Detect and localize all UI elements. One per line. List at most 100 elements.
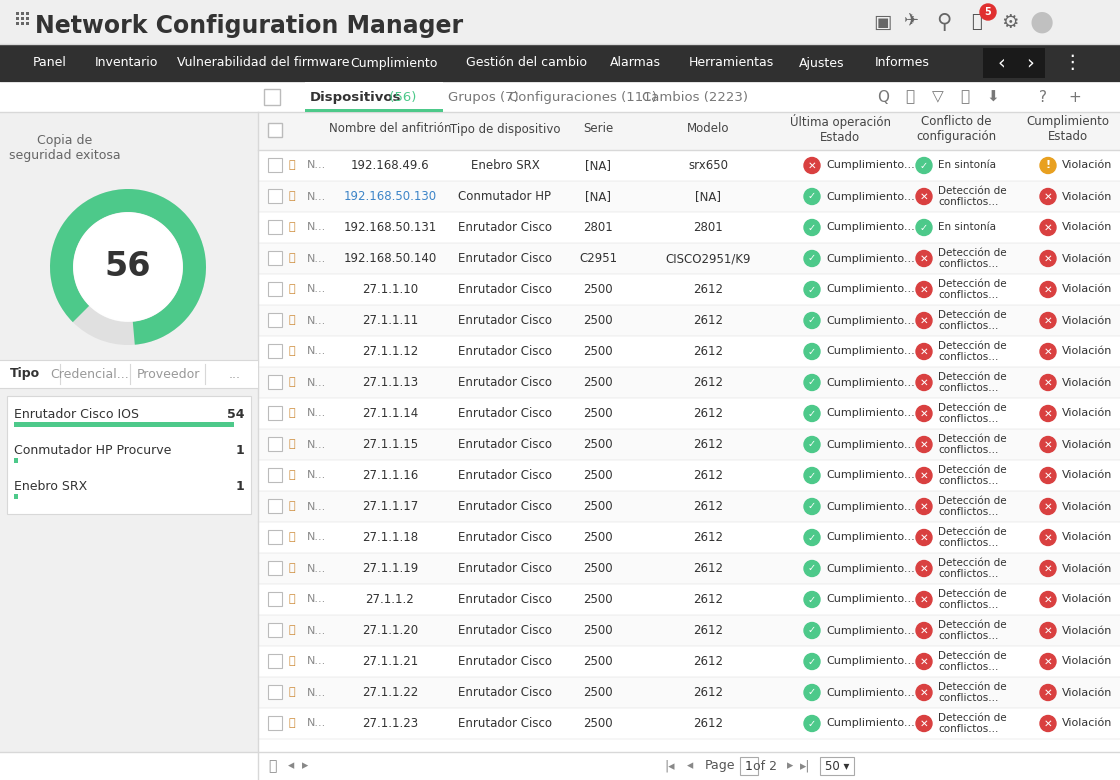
Text: 27.1.1.2: 27.1.1.2 — [365, 593, 414, 606]
Text: Violación: Violación — [1062, 285, 1112, 295]
Text: 2500: 2500 — [584, 624, 613, 637]
Bar — [258, 305, 1120, 336]
Text: N...: N... — [307, 594, 326, 604]
Text: Violación: Violación — [1062, 533, 1112, 543]
Text: ✕: ✕ — [920, 346, 928, 356]
Text: Conflicto de
configuración: Conflicto de configuración — [916, 115, 996, 143]
Text: ✕: ✕ — [1044, 254, 1053, 264]
Text: 🖥: 🖥 — [289, 626, 296, 636]
Text: !: ! — [1045, 161, 1051, 171]
Bar — [21, 17, 24, 20]
Text: 56: 56 — [105, 250, 151, 283]
Text: 2500: 2500 — [584, 562, 613, 575]
Circle shape — [916, 406, 932, 421]
Text: 📄: 📄 — [905, 90, 915, 105]
Text: ✕: ✕ — [920, 533, 928, 543]
Text: 2500: 2500 — [584, 345, 613, 358]
Bar — [258, 150, 1120, 181]
Text: 192.168.50.130: 192.168.50.130 — [344, 190, 437, 203]
Bar — [0, 360, 258, 388]
Text: N...: N... — [307, 470, 326, 480]
Text: Detección de
conflictos...: Detección de conflictos... — [939, 402, 1007, 424]
Text: Detección de
conflictos...: Detección de conflictos... — [939, 619, 1007, 641]
Text: ✕: ✕ — [920, 285, 928, 295]
Circle shape — [1040, 654, 1056, 669]
Text: Detección de
conflictos...: Detección de conflictos... — [939, 682, 1007, 704]
Text: Enebro SRX: Enebro SRX — [470, 159, 540, 172]
Text: Detección de
conflictos...: Detección de conflictos... — [939, 526, 1007, 548]
Bar — [13, 458, 18, 463]
Text: 🖥: 🖥 — [289, 502, 296, 512]
Circle shape — [916, 467, 932, 484]
Text: N...: N... — [307, 626, 326, 636]
Text: 2612: 2612 — [693, 407, 724, 420]
Bar — [268, 654, 282, 668]
Text: 1: 1 — [235, 480, 244, 492]
Text: Enrutador Cisco: Enrutador Cisco — [458, 283, 552, 296]
Text: 27.1.1.10: 27.1.1.10 — [362, 283, 418, 296]
Text: Cumplimiento...: Cumplimiento... — [825, 470, 915, 480]
Text: Cumplimiento...: Cumplimiento... — [825, 378, 915, 388]
Circle shape — [804, 313, 820, 328]
Text: 2612: 2612 — [693, 593, 724, 606]
Text: Enrutador Cisco: Enrutador Cisco — [458, 562, 552, 575]
Text: 2500: 2500 — [584, 500, 613, 513]
Text: Enrutador Cisco: Enrutador Cisco — [458, 345, 552, 358]
Circle shape — [804, 406, 820, 421]
Text: 🖥: 🖥 — [289, 718, 296, 729]
Text: Cumplimiento...: Cumplimiento... — [825, 657, 915, 666]
Text: Detección de
conflictos...: Detección de conflictos... — [939, 589, 1007, 610]
Circle shape — [916, 343, 932, 360]
Text: 🖥: 🖥 — [289, 161, 296, 171]
Text: 🖥: 🖥 — [289, 594, 296, 604]
Text: 192.168.49.6: 192.168.49.6 — [351, 159, 429, 172]
Circle shape — [1040, 219, 1056, 236]
Circle shape — [1040, 591, 1056, 608]
Text: [NA]: [NA] — [696, 190, 721, 203]
Bar — [26, 17, 29, 20]
Text: Nombre del anfitrión: Nombre del anfitrión — [329, 122, 451, 136]
Text: ✈: ✈ — [905, 13, 920, 31]
Bar — [268, 123, 282, 137]
Text: ...: ... — [228, 367, 241, 381]
Text: Cambios (2223): Cambios (2223) — [643, 90, 748, 104]
Bar — [268, 561, 282, 575]
Text: Detección de
conflictos...: Detección de conflictos... — [939, 465, 1007, 486]
Text: 1: 1 — [235, 444, 244, 456]
Text: 🖥: 🖥 — [289, 346, 296, 356]
Text: CISCO2951/K9: CISCO2951/K9 — [665, 252, 750, 265]
Text: 27.1.1.12: 27.1.1.12 — [362, 345, 418, 358]
Text: N...: N... — [307, 563, 326, 573]
Bar — [268, 251, 282, 265]
Text: ▣: ▣ — [872, 12, 892, 31]
Text: Grupos (7): Grupos (7) — [448, 90, 519, 104]
Circle shape — [1040, 374, 1056, 391]
Circle shape — [916, 219, 932, 236]
Text: ✕: ✕ — [920, 378, 928, 388]
Text: Inventario: Inventario — [94, 56, 158, 69]
Circle shape — [804, 158, 820, 173]
Bar — [258, 243, 1120, 274]
Text: Violación: Violación — [1062, 626, 1112, 636]
Text: 🖥: 🖥 — [289, 315, 296, 325]
Text: ✕: ✕ — [920, 657, 928, 666]
Circle shape — [804, 561, 820, 576]
Text: Violación: Violación — [1062, 315, 1112, 325]
Text: 2612: 2612 — [693, 438, 724, 451]
Circle shape — [804, 374, 820, 391]
Text: Enrutador Cisco: Enrutador Cisco — [458, 407, 552, 420]
Text: Enrutador Cisco: Enrutador Cisco — [458, 500, 552, 513]
Circle shape — [1040, 437, 1056, 452]
Bar — [258, 398, 1120, 429]
Text: Cumplimiento: Cumplimiento — [351, 56, 438, 69]
Text: ✕: ✕ — [1044, 409, 1053, 419]
Text: Enrutador Cisco: Enrutador Cisco — [458, 469, 552, 482]
Circle shape — [1040, 622, 1056, 639]
Bar — [258, 553, 1120, 584]
Bar — [268, 189, 282, 203]
Text: Enrutador Cisco: Enrutador Cisco — [458, 252, 552, 265]
Text: Tipo de dispositivo: Tipo de dispositivo — [450, 122, 560, 136]
Text: Serie: Serie — [582, 122, 613, 136]
Text: (56): (56) — [385, 90, 417, 104]
Circle shape — [916, 715, 932, 732]
